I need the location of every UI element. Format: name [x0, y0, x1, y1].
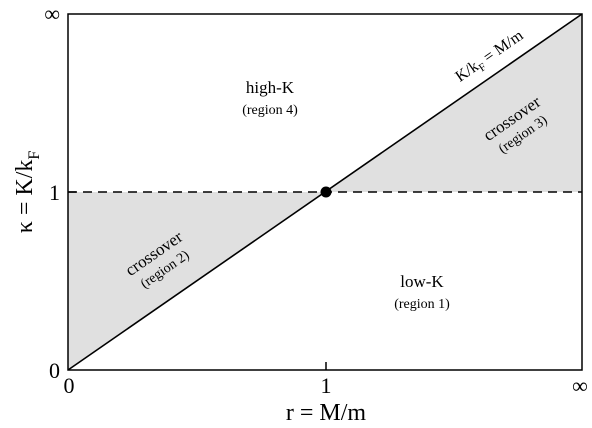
x-axis-label: r = M/m [286, 400, 367, 426]
y-axis-label: κ = K/kF [12, 151, 43, 234]
x-tick-label-1: 1 [321, 373, 332, 398]
y-tick-label-inf: ∞ [44, 1, 60, 26]
region-1-sublabel: (region 1) [394, 297, 450, 312]
region-1-label: low-K [400, 272, 444, 291]
x-tick-label-inf: ∞ [572, 373, 588, 398]
critical-point [320, 186, 332, 198]
region-4-label: high-K [246, 78, 295, 97]
y-tick-label-0: 0 [49, 358, 60, 383]
region-4-sublabel: (region 4) [242, 103, 298, 118]
y-tick-label-1: 1 [49, 180, 60, 205]
x-tick-label-0: 0 [64, 373, 75, 398]
